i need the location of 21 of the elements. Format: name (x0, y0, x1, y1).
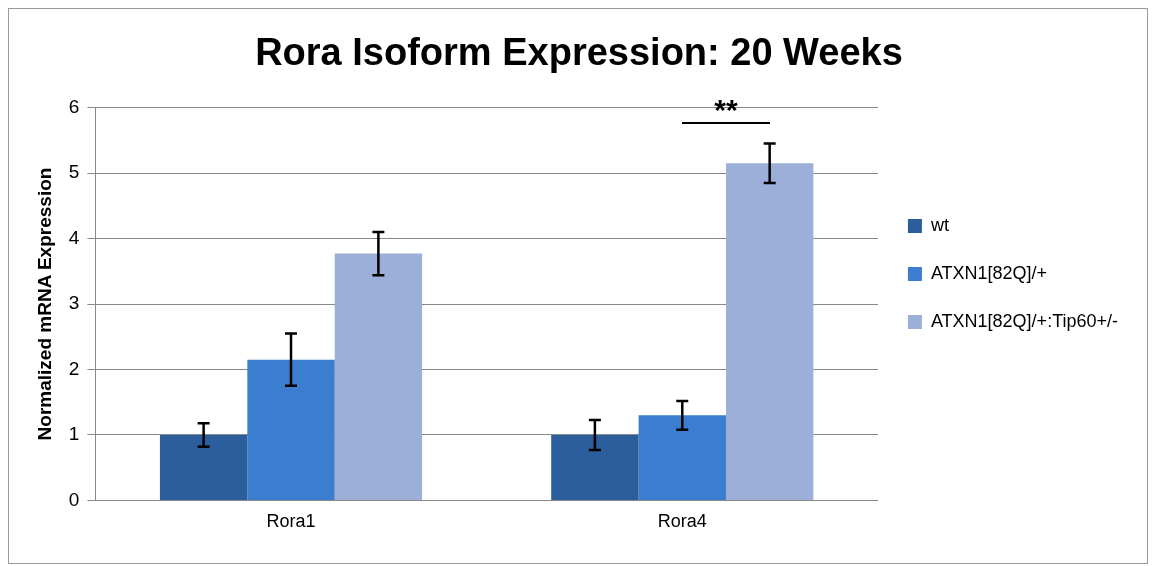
x-tick-label: Rora1 (266, 511, 316, 532)
bar (551, 434, 639, 500)
chart-title: Rora Isoform Expression: 20 Weeks (255, 31, 903, 74)
bar (638, 415, 726, 500)
legend-label: wt (929, 214, 949, 235)
legend-label: ATXN1[82Q]/+ (930, 262, 1048, 283)
x-tick-label: Rora4 (657, 511, 707, 532)
bar (247, 359, 335, 500)
y-tick-label: 4 (68, 226, 80, 248)
y-axis-title: Normalized mRNA Expression (33, 167, 55, 441)
legend-label: ATXN1[82Q]/+:Tip60+/- (930, 310, 1119, 331)
y-tick-label: 3 (68, 292, 80, 314)
y-tick-label: 2 (68, 357, 80, 379)
bar (334, 253, 423, 500)
y-tick-label: 1 (68, 423, 80, 445)
bar (725, 163, 814, 500)
y-tick-label: 0 (68, 488, 80, 510)
y-tick-label: 6 (68, 95, 80, 117)
annotation: ** (714, 92, 738, 126)
bar (159, 434, 248, 500)
y-tick-label: 5 (68, 161, 80, 183)
